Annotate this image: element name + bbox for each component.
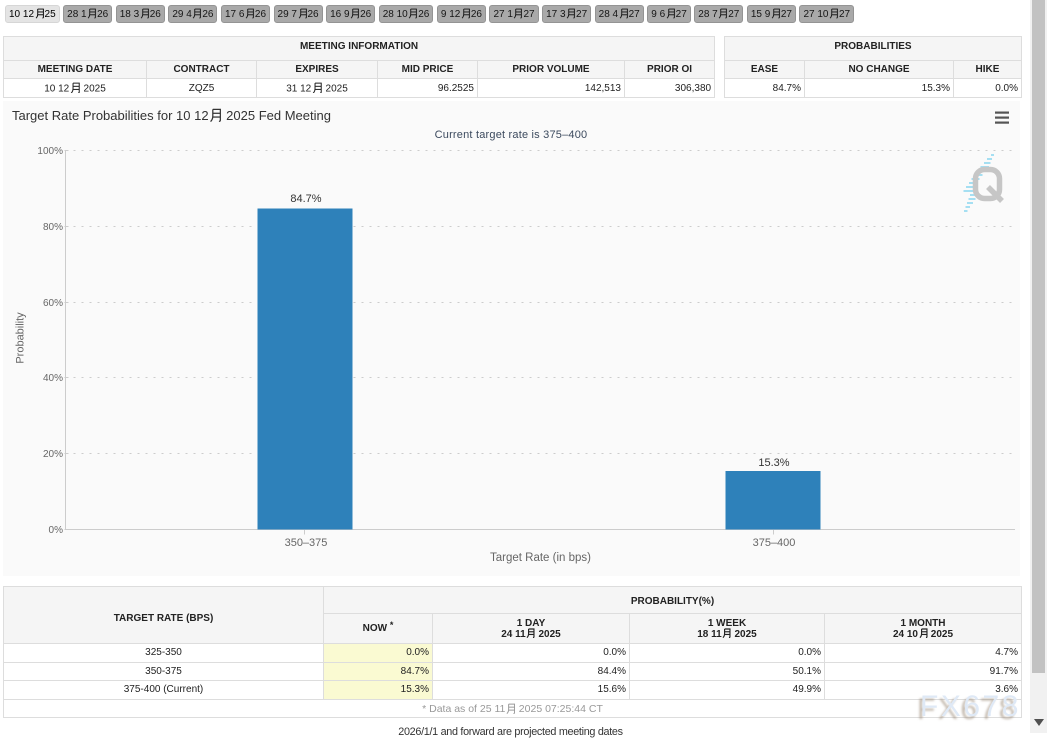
svg-text:Target Rate (in bps): Target Rate (in bps) [490, 552, 591, 564]
svg-text:60%: 60% [43, 298, 63, 309]
svg-text:15.3%: 15.3% [758, 457, 789, 469]
svg-text:Current target rate is 375–400: Current target rate is 375–400 [435, 129, 588, 141]
svg-text:375–400: 375–400 [753, 537, 796, 549]
svg-text:40%: 40% [43, 373, 63, 384]
svg-text:84.7%: 84.7% [290, 193, 321, 205]
svg-text:Probability: Probability [15, 312, 27, 364]
svg-text:100%: 100% [37, 146, 63, 157]
svg-text:350–375: 350–375 [285, 537, 328, 549]
svg-text:0%: 0% [49, 525, 64, 536]
svg-text:80%: 80% [43, 222, 63, 233]
svg-text:20%: 20% [43, 449, 63, 460]
